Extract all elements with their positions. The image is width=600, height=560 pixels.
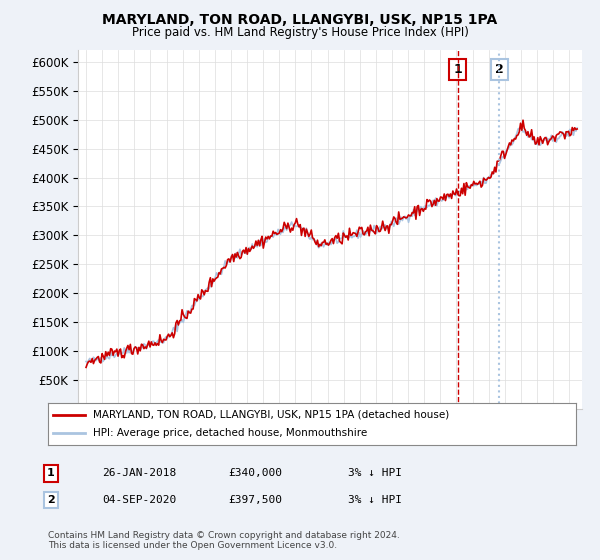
Text: 26-JAN-2018: 26-JAN-2018 xyxy=(102,468,176,478)
Text: 2: 2 xyxy=(495,63,504,76)
Text: £340,000: £340,000 xyxy=(228,468,282,478)
Text: 3% ↓ HPI: 3% ↓ HPI xyxy=(348,468,402,478)
Text: Contains HM Land Registry data © Crown copyright and database right 2024.
This d: Contains HM Land Registry data © Crown c… xyxy=(48,530,400,550)
Text: 3% ↓ HPI: 3% ↓ HPI xyxy=(348,495,402,505)
Text: 04-SEP-2020: 04-SEP-2020 xyxy=(102,495,176,505)
Text: MARYLAND, TON ROAD, LLANGYBI, USK, NP15 1PA (detached house): MARYLAND, TON ROAD, LLANGYBI, USK, NP15 … xyxy=(93,410,449,420)
Text: MARYLAND, TON ROAD, LLANGYBI, USK, NP15 1PA: MARYLAND, TON ROAD, LLANGYBI, USK, NP15 … xyxy=(103,13,497,27)
Text: Price paid vs. HM Land Registry's House Price Index (HPI): Price paid vs. HM Land Registry's House … xyxy=(131,26,469,39)
Text: 1: 1 xyxy=(453,63,462,76)
Text: £397,500: £397,500 xyxy=(228,495,282,505)
Text: 1: 1 xyxy=(47,468,55,478)
Text: 2: 2 xyxy=(47,495,55,505)
Text: HPI: Average price, detached house, Monmouthshire: HPI: Average price, detached house, Monm… xyxy=(93,428,367,438)
